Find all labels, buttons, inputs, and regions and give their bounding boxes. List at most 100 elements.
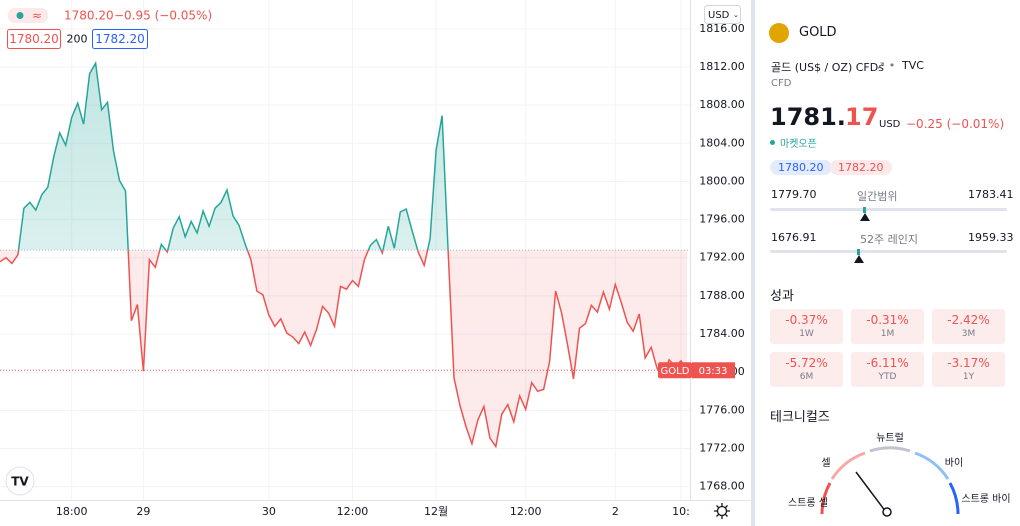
y-tick-label: 1800.00 — [699, 174, 745, 187]
y-tick-label: 1796.00 — [699, 213, 745, 226]
x-tick-label: 12월 — [424, 505, 448, 518]
performance-period: 1M — [880, 329, 895, 339]
status-dot — [770, 140, 775, 145]
currency-button[interactable] — [704, 5, 741, 24]
x-tick-label: 12:00 — [510, 505, 542, 518]
bid-pill: 1780.20 — [770, 160, 832, 175]
technicals-title: 테크니컬즈 — [770, 410, 830, 425]
year-low: 1676.91 — [771, 231, 817, 244]
performance-value: -6.11% — [866, 356, 909, 370]
price-currency: USD — [879, 119, 901, 130]
area-down — [0, 250, 687, 447]
legend-change: −0.95 (−0.05%) — [114, 9, 212, 23]
dropdown-arrow: ⌄ — [733, 11, 739, 19]
performance-cell[interactable]: -6.11% YTD — [851, 352, 924, 387]
performance-value: -0.37% — [785, 313, 828, 327]
performance-title: 성과 — [770, 289, 794, 304]
symbol-tag — [658, 362, 692, 379]
strong-sell-label: 스트롱 셀 — [788, 497, 828, 509]
status-icon: ≈ — [32, 9, 42, 23]
day-range-label: 일간범위 — [857, 190, 898, 203]
performance-cell[interactable]: -3.17% 1Y — [932, 352, 1005, 387]
neutral-label: 뉴트럴 — [876, 431, 904, 444]
performance-period: 1Y — [962, 372, 975, 382]
ask-pill: 1782.20 — [830, 160, 892, 175]
spread: 200 — [67, 33, 88, 46]
sell-label: 셀 — [821, 457, 830, 469]
symbol: GOLD — [799, 25, 837, 40]
y-tick-label: 1776.00 — [699, 403, 745, 416]
currency: USD — [708, 10, 730, 21]
y-tick-label: 1784.00 — [699, 327, 745, 340]
bid: 1780.20 — [9, 32, 59, 46]
gauge-arc — [914, 451, 950, 480]
status-pill[interactable] — [8, 8, 48, 23]
performance-value: -5.72% — [785, 356, 828, 370]
y-tick-label: 1816.00 — [699, 22, 745, 35]
gauge-arc — [948, 482, 960, 515]
symbol-name[interactable]: 골드 (US$ / OZ) CFDs — [771, 61, 884, 74]
price-change: −0.25 (−0.01%) — [906, 117, 1005, 131]
performance-period: YTD — [878, 372, 897, 382]
performance-period: 6M — [799, 372, 814, 382]
range-marker — [860, 213, 870, 221]
price-fraction: 17 — [845, 103, 879, 131]
year-high: 1959.33 — [968, 231, 1014, 244]
symbol-type: CFD — [771, 78, 792, 89]
y-tick-label: 1792.00 — [699, 251, 745, 264]
day-high: 1783.41 — [968, 188, 1014, 201]
performance-cell[interactable]: -0.31% 1M — [851, 309, 924, 344]
countdown-tag — [692, 362, 735, 379]
y-tick-label: 1768.00 — [699, 480, 745, 493]
settings-icon — [714, 503, 730, 519]
price-main: 1781. — [770, 103, 846, 131]
strong-buy-label: 스트롱 바이 — [961, 493, 1010, 505]
range-track — [770, 208, 1007, 211]
chart: 1768.001772.001776.001780.001784.001788.… — [0, 0, 755, 526]
x-tick-label: 12:00 — [337, 505, 369, 518]
divider — [751, 0, 755, 526]
x-tick-label: 29 — [136, 505, 150, 518]
countdown: 03:33 — [699, 366, 728, 377]
x-tick-label: 18:00 — [56, 505, 88, 518]
y-tick-label: 1812.00 — [699, 60, 745, 73]
gauge-arc — [830, 451, 866, 480]
tv-logo[interactable] — [5, 466, 35, 496]
gauge-arc — [869, 446, 911, 453]
gauge-needle — [855, 471, 887, 513]
performance-value: -3.17% — [947, 356, 990, 370]
performance-value: -0.31% — [866, 313, 909, 327]
status-dot — [16, 12, 24, 19]
settings-icon[interactable] — [716, 505, 728, 517]
y-tick-label: 1804.00 — [699, 136, 745, 149]
link-icon[interactable]: ↗ • — [876, 59, 896, 72]
range-track — [770, 250, 1007, 253]
ask: 1782.20 — [95, 32, 145, 46]
buy-label: 바이 — [945, 457, 963, 469]
gauge-hub — [882, 507, 892, 517]
x-tick-label: 2 — [612, 505, 619, 518]
performance-cell[interactable]: -0.37% 1W — [770, 309, 843, 344]
performance-value: -2.42% — [947, 313, 990, 327]
performance-period: 1W — [799, 329, 814, 339]
day-low: 1779.70 — [771, 188, 817, 201]
performance-period: 3M — [961, 329, 976, 339]
range-marker — [854, 255, 864, 263]
x-tick-label: 30 — [262, 505, 276, 518]
range-fill — [857, 249, 860, 255]
performance-cell[interactable]: -5.72% 6M — [770, 352, 843, 387]
market-status: 마켓오픈 — [780, 139, 817, 150]
y-tick-label: 1788.00 — [699, 289, 745, 302]
bid-box[interactable] — [7, 29, 61, 49]
symbol-icon — [769, 23, 789, 43]
gauge: 뉴트럴 셀 바이 스트롱 셀 스트롱 바이 — [788, 431, 1011, 517]
price-line-up — [17, 60, 449, 251]
gauge-arc — [820, 482, 832, 515]
tv-logo: TV — [11, 475, 29, 489]
performance-cell[interactable]: -2.42% 3M — [932, 309, 1005, 344]
range-fill — [863, 207, 866, 213]
symbol-tag-label: GOLD — [661, 366, 690, 377]
ask-box[interactable] — [92, 29, 148, 49]
price-line-down — [0, 250, 688, 449]
